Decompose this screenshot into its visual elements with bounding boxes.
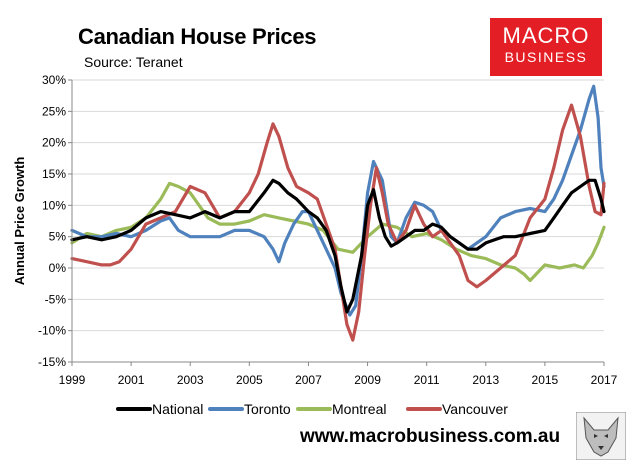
x-tick-label: 2009 bbox=[354, 373, 381, 387]
legend: National Toronto Montreal Vancouver bbox=[116, 401, 508, 417]
macrobusiness-logo: MACRO BUSINESS bbox=[490, 18, 602, 76]
y-tick-label: 15% bbox=[42, 167, 66, 181]
series-line-montreal bbox=[70, 181, 606, 283]
y-axis-label: Annual Price Growth bbox=[12, 157, 27, 286]
legend-label: Montreal bbox=[332, 401, 386, 417]
y-tick-label: 20% bbox=[42, 136, 66, 150]
x-tick-label: 2017 bbox=[591, 373, 618, 387]
chart-subtitle: Source: Teranet bbox=[84, 54, 183, 70]
legend-label: Toronto bbox=[244, 401, 291, 417]
x-tick-label: 2007 bbox=[295, 373, 322, 387]
series-line-national bbox=[70, 178, 606, 314]
y-tick-label: 25% bbox=[42, 104, 66, 118]
legend-item-national: National bbox=[116, 401, 203, 417]
logo-line-2: BUSINESS bbox=[504, 49, 588, 65]
y-tick-label: -10% bbox=[38, 324, 66, 338]
chart-title: Canadian House Prices bbox=[78, 24, 317, 49]
wolf-logo-icon bbox=[576, 412, 626, 460]
x-tick-label: 2003 bbox=[177, 373, 204, 387]
y-tick-label: 30% bbox=[42, 73, 66, 87]
logo-line-1: MACRO bbox=[502, 23, 590, 48]
y-tick-label: -15% bbox=[38, 355, 66, 369]
legend-label: Vancouver bbox=[442, 401, 508, 417]
x-axis-ticks: 1999 2001 2003 2005 2007 2009 2011 2013 2015 2017 bbox=[59, 362, 618, 387]
x-tick-label: 2005 bbox=[236, 373, 263, 387]
legend-item-montreal: Montreal bbox=[296, 401, 386, 417]
x-tick-label: 2001 bbox=[118, 373, 145, 387]
x-tick-label: 2015 bbox=[532, 373, 559, 387]
legend-label: National bbox=[152, 401, 203, 417]
x-tick-label: 2011 bbox=[414, 373, 440, 387]
x-tick-label: 1999 bbox=[59, 373, 86, 387]
legend-item-vancouver: Vancouver bbox=[406, 401, 508, 417]
y-tick-label: -5% bbox=[45, 292, 67, 306]
y-axis-ticks: 30% 25% 20% 15% 10% 5% 0% -5% -10% -15% bbox=[38, 73, 72, 369]
legend-item-toronto: Toronto bbox=[208, 401, 291, 417]
y-tick-label: 5% bbox=[49, 230, 67, 244]
series-lines bbox=[70, 84, 606, 342]
y-tick-label: 10% bbox=[42, 198, 66, 212]
y-tick-label: 0% bbox=[49, 261, 67, 275]
axes bbox=[71, 80, 604, 363]
x-tick-label: 2013 bbox=[472, 373, 499, 387]
series-line-vancouver bbox=[70, 103, 606, 342]
website-url: www.macrobusiness.com.au bbox=[300, 426, 561, 447]
